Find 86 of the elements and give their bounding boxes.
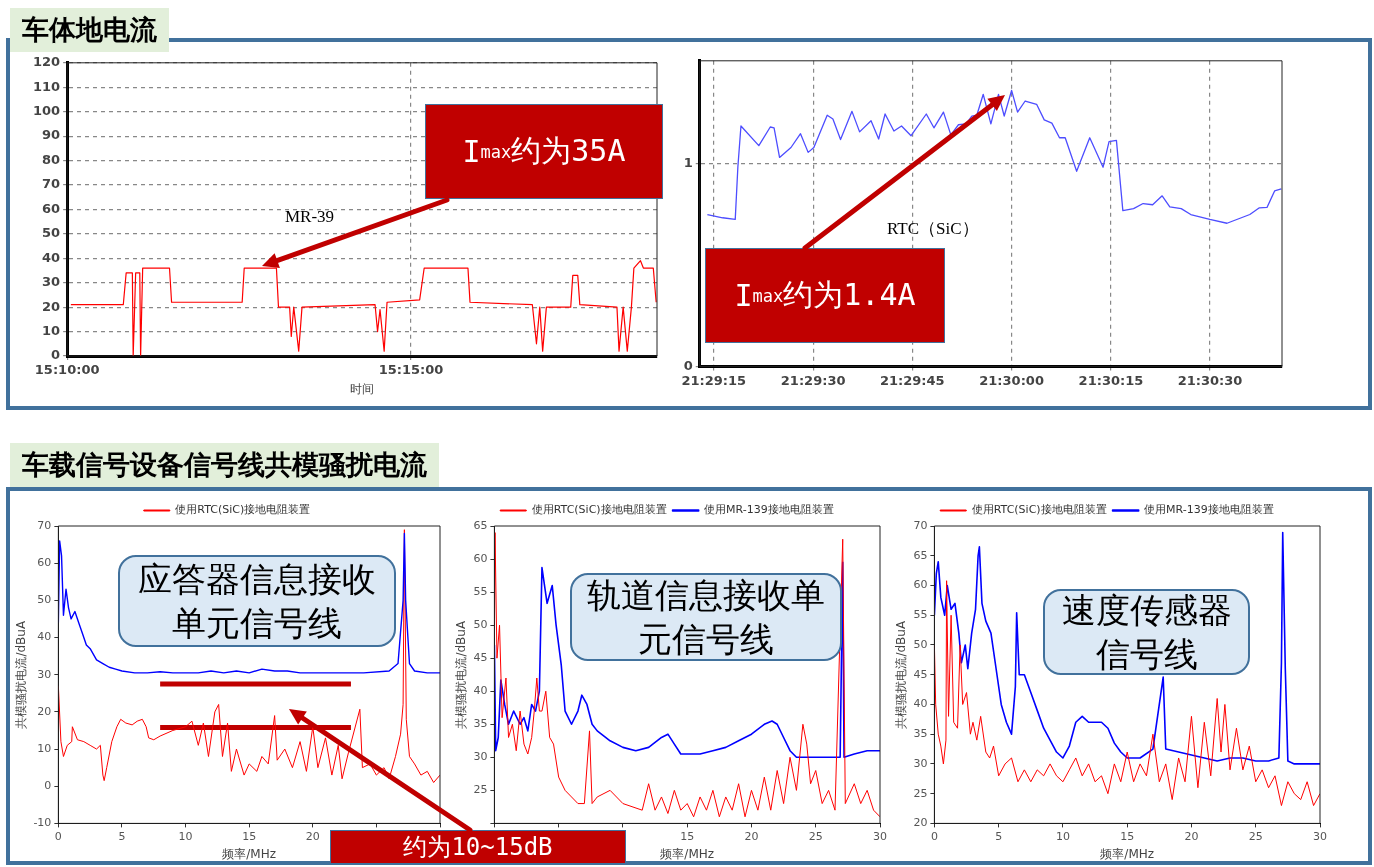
x-tick-label: 10: [178, 829, 193, 843]
y-tick-label: 0: [44, 779, 52, 793]
x-axis-title: 频率/MHz: [222, 846, 277, 861]
x-axis-title: 频率/MHz: [1100, 846, 1155, 861]
y-tick-label: 30: [913, 756, 928, 770]
y-tick-label: 40: [42, 249, 61, 265]
y-tick-label: 30: [473, 750, 488, 764]
x-tick-label: 5: [118, 829, 126, 843]
annotation: MR-39: [285, 207, 335, 227]
y-tick-label: 35: [473, 717, 488, 731]
y-axis-title: 共模骚扰电流/dBuA: [894, 620, 909, 729]
x-axis-title: 频率/MHz: [660, 846, 715, 861]
y-tick-label: 65: [913, 548, 928, 562]
y-tick-label: 50: [913, 637, 928, 651]
y-tick-label: 30: [42, 274, 61, 290]
x-tick-label: 5: [995, 829, 1003, 843]
x-tick-label: 25: [808, 829, 823, 843]
x-tick-label: 15: [680, 829, 695, 843]
y-tick-label: 25: [473, 783, 488, 797]
y-tick-label: 1: [683, 154, 693, 170]
y-tick-label: 50: [42, 225, 61, 241]
x-tick-label: 10: [1055, 829, 1070, 843]
x-tick-label: 21:29:15: [681, 372, 747, 388]
y-tick-label: 65: [473, 518, 488, 532]
annotation: 应答器信息接收单元信号线: [118, 555, 396, 647]
legend-label: 使用MR-139接地电阻装置: [1144, 503, 1274, 517]
y-tick-label: 10: [42, 322, 61, 338]
y-tick-label: 35: [913, 727, 928, 741]
y-tick-label: 55: [913, 608, 928, 622]
annotation: RTC（SiC）: [887, 218, 979, 240]
y-tick-label: 70: [913, 518, 928, 532]
x-tick-label: 30: [873, 829, 887, 843]
chart-title: 车体地电流: [10, 8, 169, 52]
x-tick-label: 20: [1184, 829, 1199, 843]
y-tick-label: -10: [33, 816, 52, 830]
x-tick-label: 21:30:15: [1078, 372, 1144, 388]
legend-label: 使用RTC(SiC)接地电阻装置: [971, 503, 1107, 517]
y-tick-label: 0: [51, 347, 61, 363]
chart-title: 车载信号设备信号线共模骚扰电流: [10, 443, 439, 487]
x-tick-label: 20: [744, 829, 759, 843]
y-tick-label: 40: [37, 630, 52, 644]
y-tick-label: 20: [37, 704, 52, 718]
x-axis-title: 时间: [350, 381, 375, 396]
y-tick-label: 25: [913, 786, 928, 800]
x-tick-label: 21:29:30: [780, 372, 846, 388]
legend-label: 使用RTC(SiC)接地电阻装置: [531, 503, 667, 517]
x-tick-label: 30: [1313, 829, 1327, 843]
y-tick-label: 70: [37, 518, 52, 532]
y-tick-label: 80: [42, 151, 61, 167]
y-tick-label: 70: [42, 176, 61, 192]
y-tick-label: 45: [473, 651, 488, 665]
x-tick-label: 21:29:45: [879, 372, 945, 388]
y-tick-label: 55: [473, 584, 488, 598]
y-axis-title: 共模骚扰电流/dBuA: [454, 620, 469, 729]
x-tick-label: 15: [242, 829, 257, 843]
y-tick-label: 50: [473, 617, 488, 631]
annotation: 速度传感器信号线: [1043, 589, 1250, 675]
y-tick-label: 40: [473, 684, 488, 698]
text: 约为10~15dB: [330, 830, 626, 864]
legend-label: 使用MR-139接地电阻装置: [704, 503, 834, 517]
y-axis-title: 共模骚扰电流/dBuA: [14, 620, 29, 729]
x-tick-label: 15: [1120, 829, 1135, 843]
y-tick-label: 10: [37, 741, 52, 755]
y-tick-label: 100: [33, 103, 61, 119]
y-tick-label: 60: [913, 578, 928, 592]
y-tick-label: 45: [913, 667, 928, 681]
y-tick-label: 20: [42, 298, 61, 314]
x-tick-label: 25: [1248, 829, 1263, 843]
y-tick-label: 60: [473, 551, 488, 565]
legend-label: 使用RTC(SiC)接地电阻装置: [175, 503, 311, 517]
annotation: 轨道信息接收单元信号线: [570, 573, 842, 661]
y-tick-label: 40: [913, 697, 928, 711]
x-tick-label: 21:30:30: [1177, 372, 1243, 388]
x-tick-label: 20: [305, 829, 320, 843]
y-tick-label: 120: [33, 54, 61, 70]
y-tick-label: 60: [42, 200, 61, 216]
x-tick-label: 21:30:00: [979, 372, 1044, 388]
x-tick-label: 15:15:00: [378, 362, 444, 378]
y-tick-label: 20: [913, 816, 928, 830]
y-tick-label: 30: [37, 667, 52, 681]
x-tick-label: 0: [930, 829, 938, 843]
y-tick-label: 110: [33, 78, 61, 94]
y-tick-label: 60: [37, 556, 52, 570]
y-tick-label: 50: [37, 593, 52, 607]
x-tick-label: 15:10:00: [34, 362, 100, 378]
y-tick-label: 90: [42, 127, 61, 143]
